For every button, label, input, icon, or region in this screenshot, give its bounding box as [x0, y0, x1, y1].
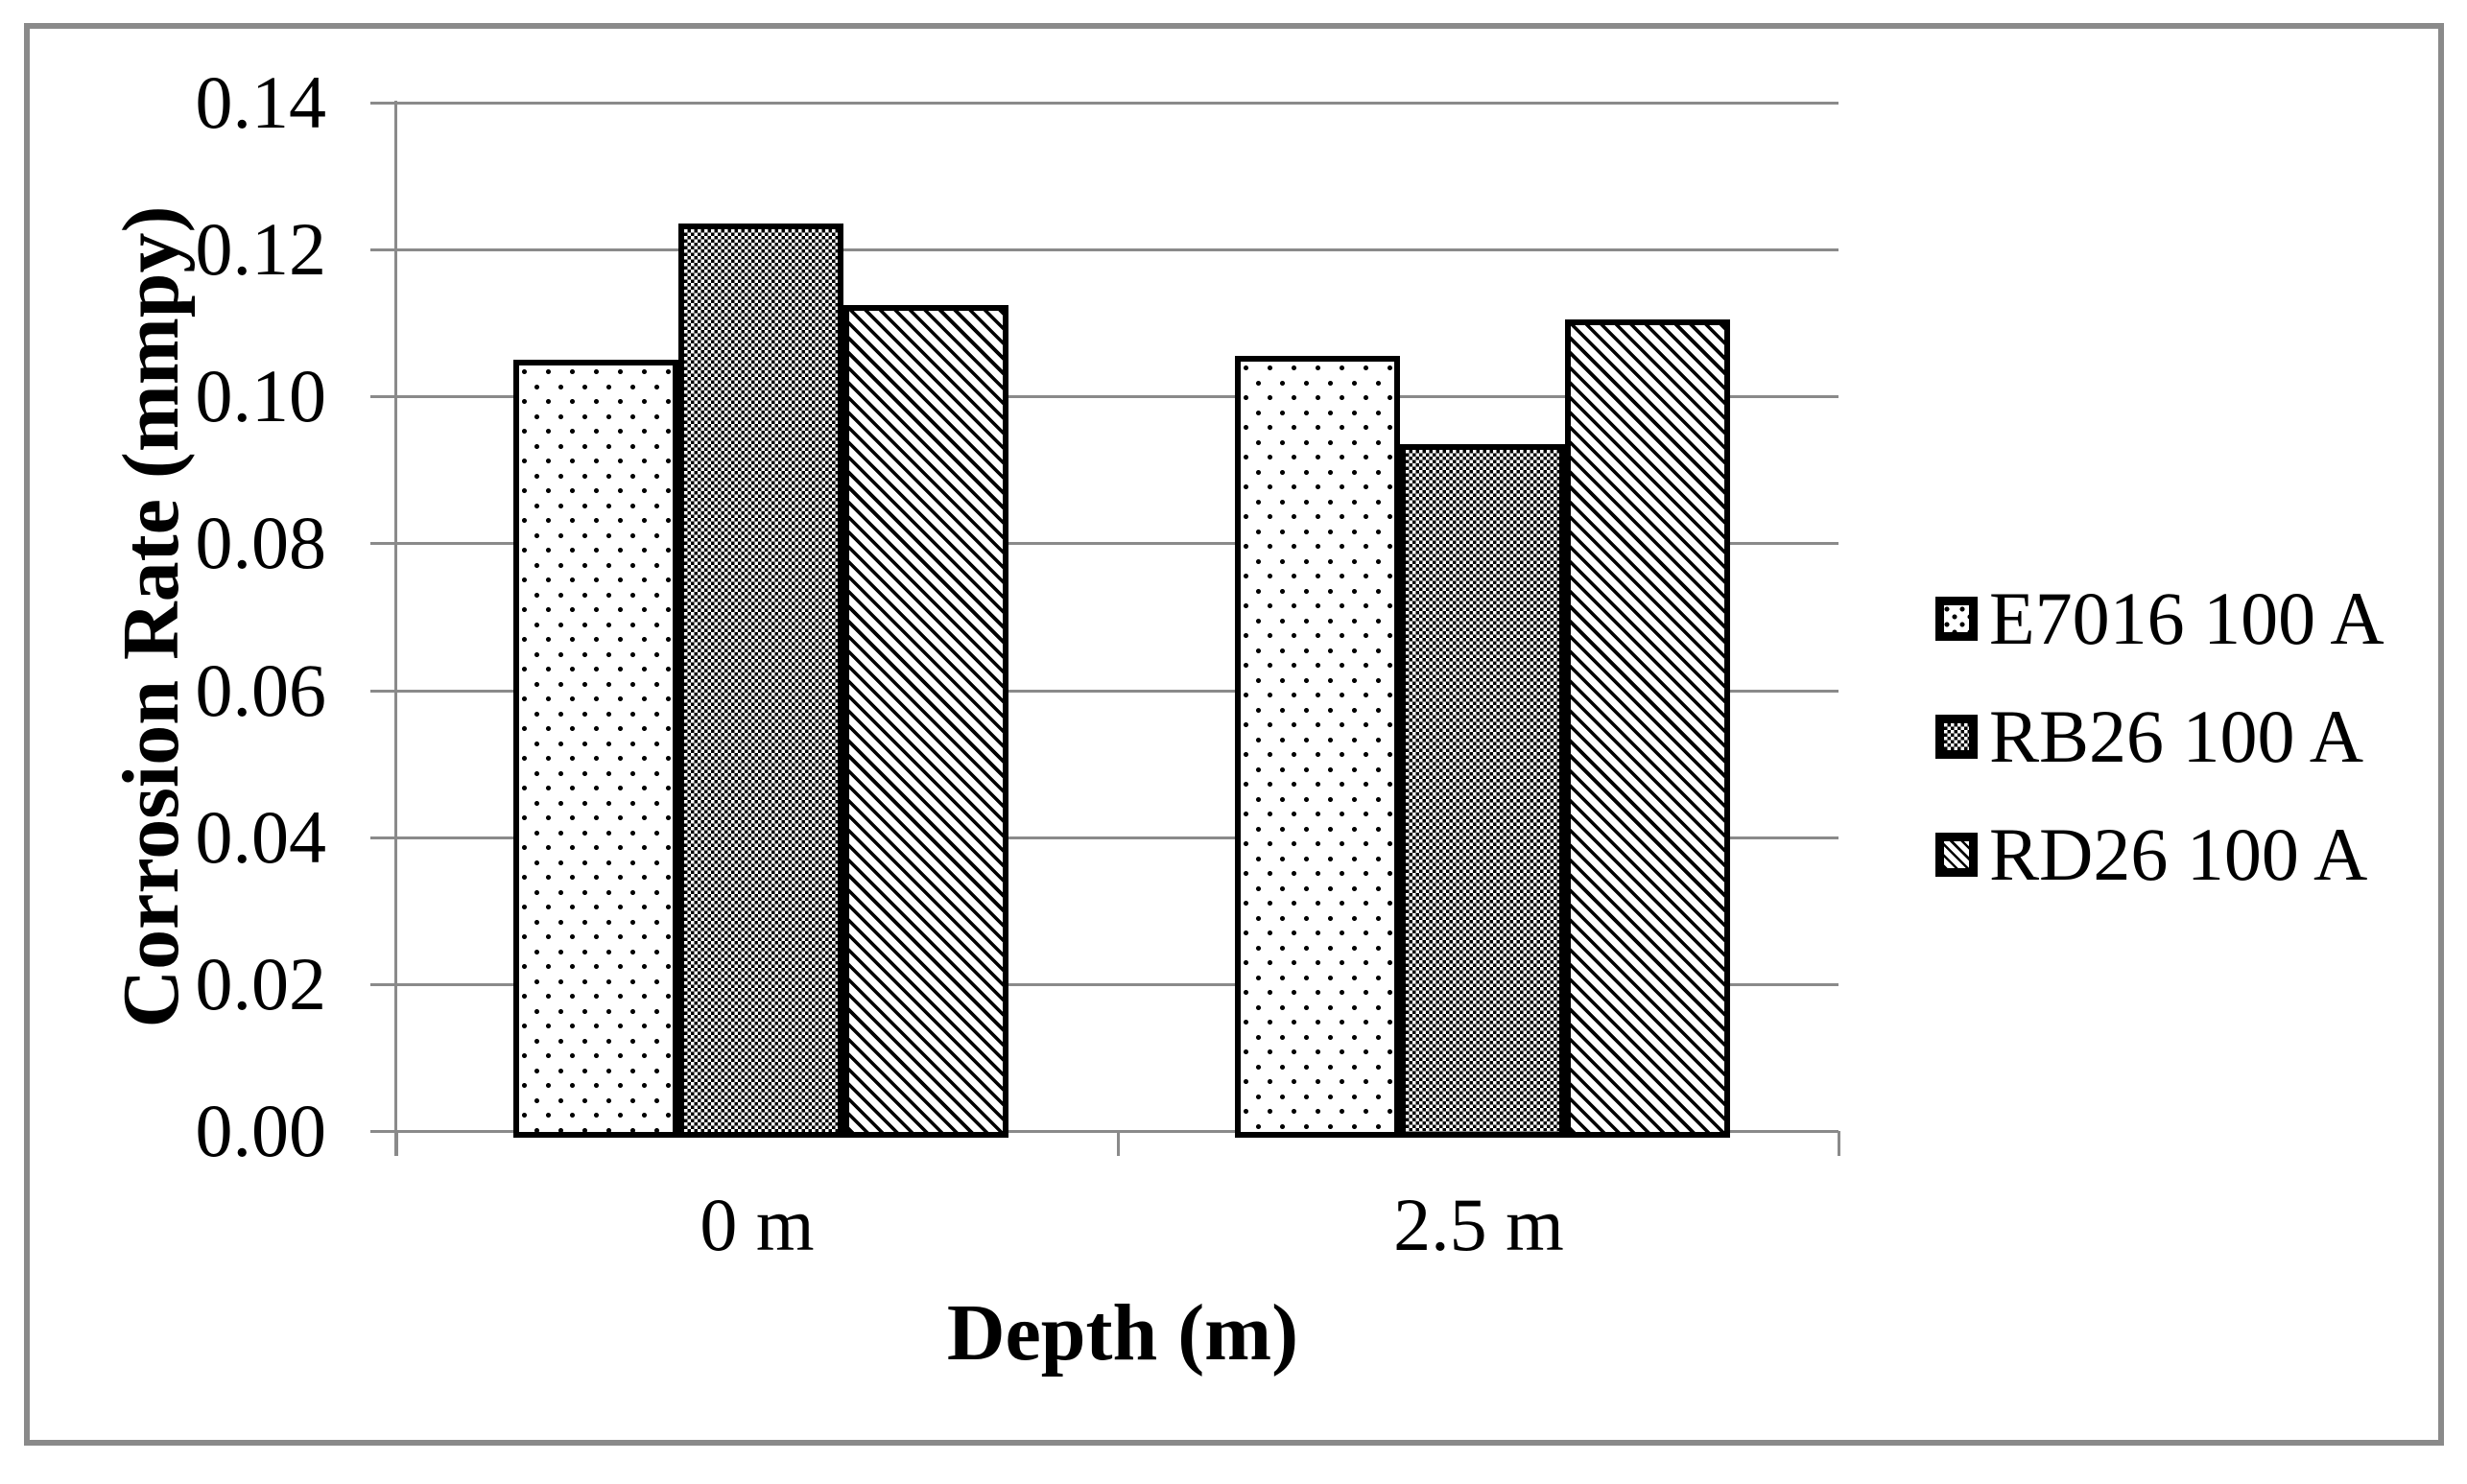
- x-tick-label-2-5m: 2.5 m: [1393, 1183, 1564, 1266]
- y-tick-label: 0.14: [195, 60, 327, 144]
- y-tick: [370, 983, 396, 986]
- gridline: [396, 542, 1838, 545]
- gridline: [396, 395, 1838, 398]
- legend-label: RD26 100 A: [1989, 813, 2368, 896]
- legend-swatch-checker-icon: [1935, 715, 1978, 759]
- legend-label: E7016 100 A: [1989, 577, 2384, 660]
- y-tick-label: 0.12: [195, 207, 327, 291]
- y-tick: [370, 248, 396, 251]
- gridline: [396, 690, 1838, 693]
- y-tick-label: 0.06: [195, 648, 327, 732]
- y-tick: [370, 542, 396, 545]
- y-tick-label: 0.02: [195, 942, 327, 1025]
- y-axis-title: Corrosion Rate (mmpy): [107, 205, 196, 1028]
- gridline: [396, 983, 1838, 986]
- y-tick: [370, 690, 396, 693]
- legend-row-e7016-100-a: E7016 100 A: [1935, 577, 2384, 660]
- legend-row-rd26-100-a: RD26 100 A: [1935, 813, 2384, 896]
- bar-rb26-100-a-2-5-m: [1400, 444, 1565, 1138]
- x-axis-tick-2: [1838, 1131, 1840, 1156]
- bar-rd26-100-a-2-5-m: [1565, 319, 1730, 1138]
- y-tick: [370, 102, 396, 105]
- bar-e7016-100-a-2-5-m: [1235, 356, 1400, 1138]
- bar-rd26-100-a-0-m: [843, 305, 1008, 1138]
- x-axis-line: [396, 1130, 1838, 1133]
- y-tick-label: 0.04: [195, 795, 327, 879]
- y-tick: [370, 836, 396, 839]
- legend-row-rb26-100-a: RB26 100 A: [1935, 695, 2384, 778]
- y-tick-label: 0.10: [195, 354, 327, 437]
- legend-label: RB26 100 A: [1989, 695, 2364, 778]
- y-tick-label: 0.08: [195, 501, 327, 584]
- y-axis-line: [394, 101, 397, 1156]
- gridline: [396, 102, 1838, 105]
- legend-swatch-diagonal-icon: [1935, 833, 1978, 877]
- legend-swatch-dots-icon: [1935, 597, 1978, 641]
- bar-rb26-100-a-0-m: [678, 224, 843, 1138]
- figure-frame: [24, 23, 2444, 1446]
- y-tick-label: 0.00: [195, 1089, 327, 1172]
- y-tick: [370, 1130, 396, 1133]
- gridline: [396, 248, 1838, 251]
- y-tick: [370, 395, 396, 398]
- gridline: [396, 836, 1838, 839]
- x-axis-tick-1: [1117, 1131, 1120, 1156]
- x-tick-label-0m: 0 m: [700, 1183, 815, 1266]
- bar-e7016-100-a-0-m: [513, 360, 678, 1138]
- legend: E7016 100 A RB26 100 A RD26 100 A: [1935, 577, 2384, 946]
- x-axis-title: Depth (m): [946, 1288, 1299, 1378]
